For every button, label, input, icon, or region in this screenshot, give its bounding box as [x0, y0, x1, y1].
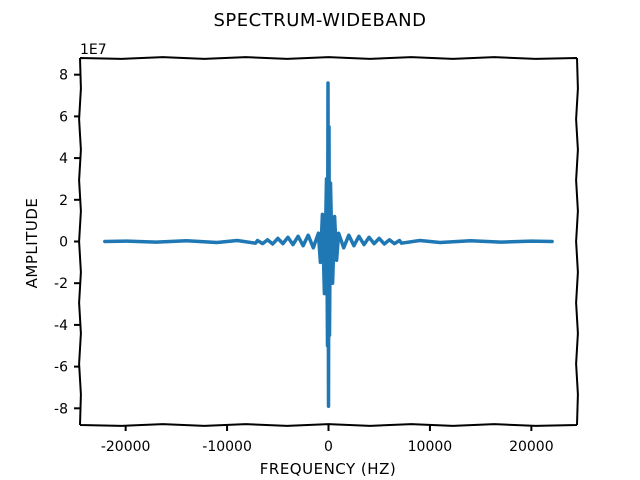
y-tick-label: 2 — [59, 193, 68, 209]
y-tick-label: 6 — [59, 109, 68, 125]
y-tick-label: -2 — [54, 276, 68, 292]
y-tick-label: 8 — [59, 68, 68, 84]
series-layer — [103, 81, 554, 408]
plot-border — [78, 56, 579, 427]
chart-title: SPECTRUM-WIDEBAND — [213, 10, 426, 31]
x-tick-label: 10000 — [408, 439, 453, 455]
x-tick-label: 20000 — [509, 439, 554, 455]
y-axis: -8 -6 -4 -2 0 2 4 6 8 — [54, 68, 80, 417]
y-axis-label: AMPLITUDE — [23, 198, 41, 289]
x-tick-label: 0 — [324, 439, 333, 455]
spectrum-line — [103, 81, 554, 408]
x-axis-label: FREQUENCY (HZ) — [260, 460, 396, 478]
x-axis: -20000 -10000 0 10000 20000 — [101, 425, 554, 455]
y-tick-label: -6 — [54, 360, 68, 376]
plot-frame — [78, 56, 579, 427]
y-tick-label: 0 — [59, 235, 68, 251]
y-tick-label: -8 — [54, 401, 68, 417]
y-offset-label: 1E7 — [80, 42, 107, 58]
x-tick-label: -10000 — [202, 439, 252, 455]
x-tick-label: -20000 — [101, 439, 151, 455]
y-tick-label: 4 — [59, 151, 68, 167]
y-tick-label: -4 — [54, 318, 68, 334]
